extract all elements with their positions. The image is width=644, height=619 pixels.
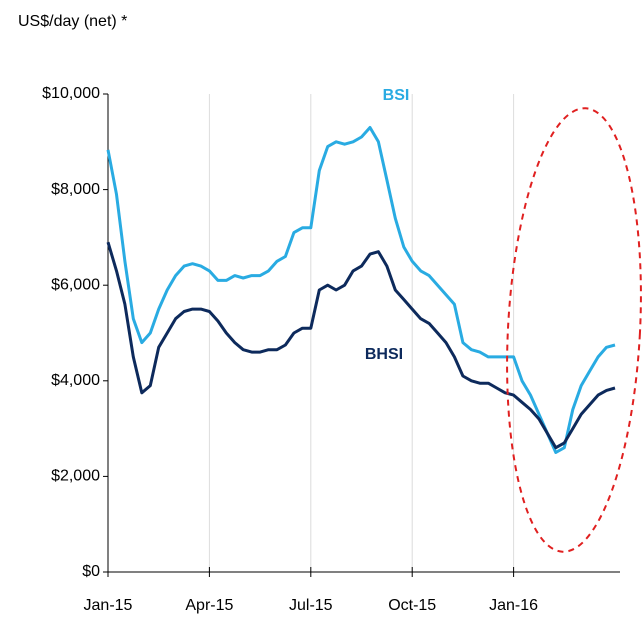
x-tick-label: Oct-15 bbox=[388, 597, 436, 614]
x-tick-label: Jan-16 bbox=[489, 597, 538, 614]
y-axis-label: US$/day (net) * bbox=[18, 13, 127, 30]
y-tick-label: $2,000 bbox=[51, 468, 100, 485]
y-tick-label: $10,000 bbox=[42, 85, 100, 102]
x-tick-label: Apr-15 bbox=[185, 597, 233, 614]
x-tick-label: Jan-15 bbox=[84, 597, 133, 614]
y-tick-label: $4,000 bbox=[51, 372, 100, 389]
series-line bbox=[106, 241, 616, 450]
series-line bbox=[106, 126, 616, 454]
series-label: BHSI bbox=[365, 346, 403, 363]
y-tick-label: $6,000 bbox=[51, 276, 100, 293]
series-label: BSI bbox=[383, 87, 410, 104]
x-tick-label: Jul-15 bbox=[289, 597, 333, 614]
highlight-ellipse bbox=[506, 107, 642, 553]
y-tick-label: $0 bbox=[82, 563, 100, 580]
y-tick-label: $8,000 bbox=[51, 181, 100, 198]
